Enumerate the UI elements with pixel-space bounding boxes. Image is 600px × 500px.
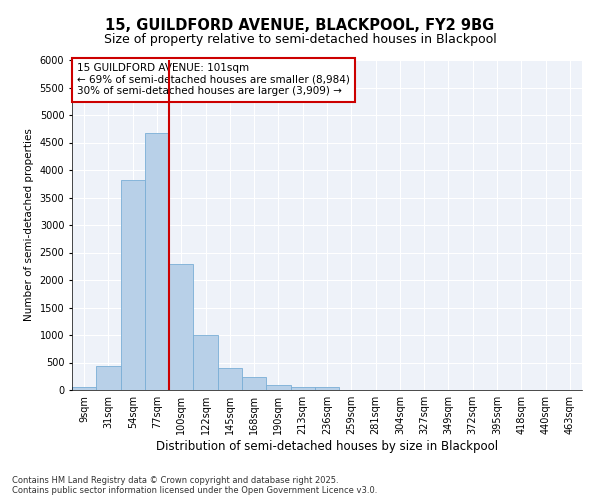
Bar	[72, 387, 96, 390]
Bar	[290, 386, 315, 390]
Bar	[218, 368, 242, 390]
Text: 15 GUILDFORD AVENUE: 101sqm
← 69% of semi-detached houses are smaller (8,984)
30: 15 GUILDFORD AVENUE: 101sqm ← 69% of sem…	[77, 64, 350, 96]
Text: Size of property relative to semi-detached houses in Blackpool: Size of property relative to semi-detach…	[104, 32, 496, 46]
Bar	[96, 366, 121, 390]
Bar	[315, 387, 339, 390]
X-axis label: Distribution of semi-detached houses by size in Blackpool: Distribution of semi-detached houses by …	[156, 440, 498, 453]
Bar	[266, 386, 290, 390]
Bar	[121, 180, 145, 390]
Text: Contains HM Land Registry data © Crown copyright and database right 2025.
Contai: Contains HM Land Registry data © Crown c…	[12, 476, 377, 495]
Bar	[145, 132, 169, 390]
Y-axis label: Number of semi-detached properties: Number of semi-detached properties	[24, 128, 34, 322]
Bar	[193, 335, 218, 390]
Text: 15, GUILDFORD AVENUE, BLACKPOOL, FY2 9BG: 15, GUILDFORD AVENUE, BLACKPOOL, FY2 9BG	[106, 18, 494, 32]
Bar	[242, 378, 266, 390]
Bar	[169, 264, 193, 390]
